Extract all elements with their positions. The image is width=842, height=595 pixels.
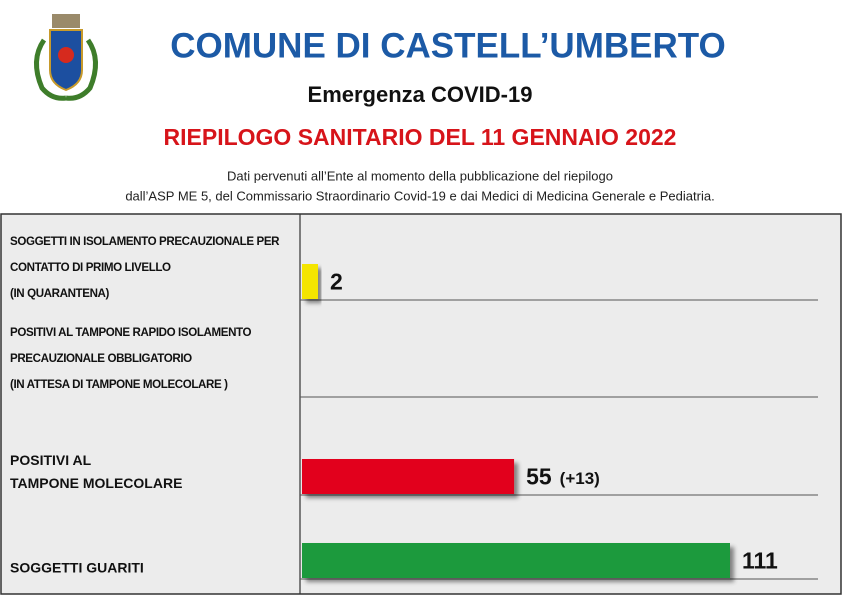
category-label: POSITIVI AL [10, 452, 92, 468]
page-subtitle: Emergenza COVID-19 [308, 82, 533, 107]
chart-panel [0, 213, 842, 595]
chart-title: RIEPILOGO SANITARIO DEL 11 GENNAIO 2022 [164, 124, 677, 150]
crest [34, 14, 98, 101]
chart-subtitle: dall’ASP ME 5, del Commissario Straordin… [125, 188, 714, 203]
bar [302, 459, 515, 494]
category-label: TAMPONE MOLECOLARE [10, 475, 182, 491]
bar [302, 264, 318, 299]
category-label: CONTATTO DI PRIMO LIVELLO [10, 261, 171, 274]
category-label: (IN ATTESA DI TAMPONE MOLECOLARE ) [10, 378, 228, 391]
category-label: SOGGETTI IN ISOLAMENTO PRECAUZIONALE PER [10, 235, 280, 248]
page-title: COMUNE DI CASTELL’UMBERTO [170, 26, 725, 65]
value-label: 2 [330, 269, 343, 295]
category-label: PRECAUZIONALE OBBLIGATORIO [10, 352, 192, 365]
value-label: 111 [742, 548, 778, 574]
category-label: SOGGETTI GUARITI [10, 560, 144, 576]
chart-subtitle: Dati pervenuti all’Ente al momento della… [227, 168, 613, 183]
category-label: (IN QUARANTENA) [10, 287, 110, 300]
category-label: POSITIVI AL TAMPONE RAPIDO ISOLAMENTO [10, 326, 252, 339]
value-note: (+13) [560, 469, 600, 488]
value-label: 55 [526, 464, 552, 490]
bar [302, 543, 730, 578]
